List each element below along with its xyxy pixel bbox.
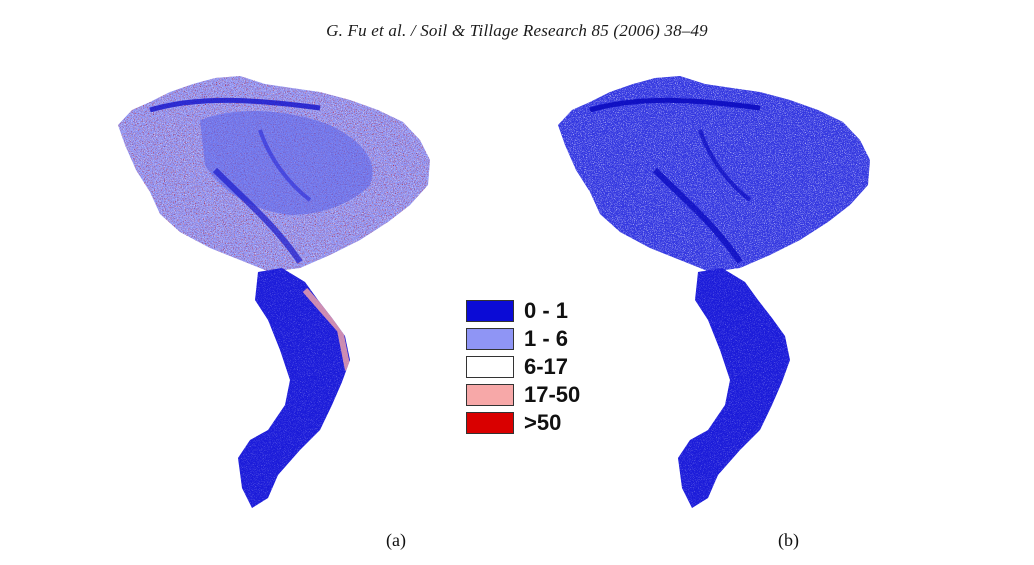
legend-label: 1 - 6 — [524, 325, 569, 351]
map-panel-a — [118, 76, 430, 508]
legend-label: 6-17 — [524, 353, 569, 379]
legend-swatch — [466, 411, 514, 434]
legend-item: >50 — [466, 409, 580, 436]
legend-swatch — [466, 299, 514, 322]
legend-swatch — [466, 327, 514, 350]
legend-swatch — [466, 355, 514, 378]
legend-item: 0 - 1 — [466, 297, 580, 324]
catchment-upper-a — [118, 76, 430, 272]
legend-label: 17-50 — [524, 381, 581, 407]
journal-citation-header: G. Fu et al. / Soil & Tillage Research 8… — [326, 21, 708, 40]
legend-label: 0 - 1 — [524, 297, 569, 323]
legend-swatch — [466, 383, 514, 406]
map-panel-b — [558, 76, 870, 508]
legend-label: >50 — [524, 409, 562, 435]
legend-item: 1 - 6 — [466, 325, 580, 352]
legend-item: 17-50 — [466, 381, 580, 408]
panel-a-caption: (a) — [386, 530, 406, 550]
map-legend: 0 - 1 1 - 6 6-17 17-50 >50 — [466, 297, 580, 437]
catchment-upper-b — [558, 76, 870, 272]
legend-item: 6-17 — [466, 353, 580, 380]
catchment-lower-a — [238, 268, 350, 508]
catchment-lower-b — [678, 268, 790, 508]
panel-b-caption: (b) — [778, 530, 799, 550]
